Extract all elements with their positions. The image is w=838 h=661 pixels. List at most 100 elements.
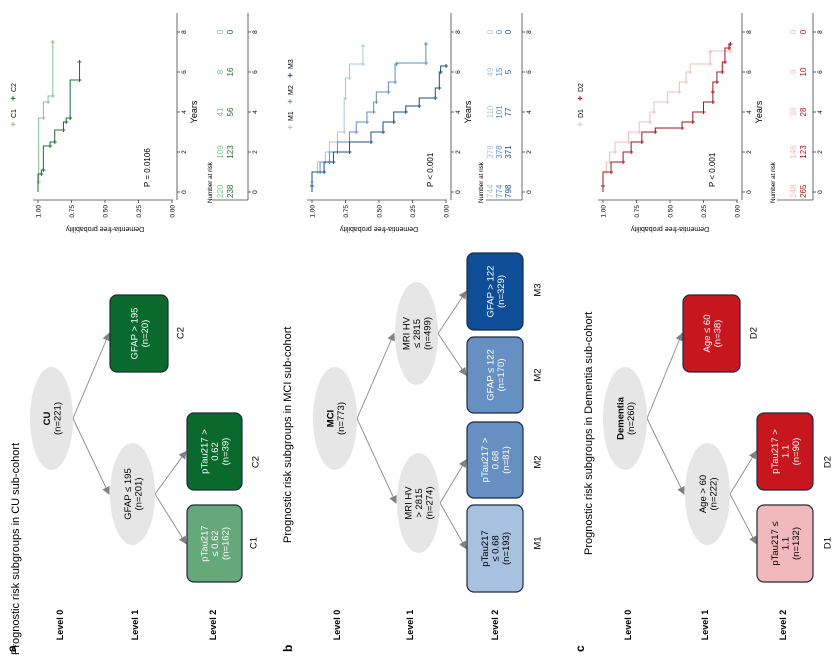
- node-text: 1.1: [781, 445, 792, 458]
- legend-entry: C2: [11, 83, 18, 92]
- node-text: MRI HV: [402, 316, 413, 350]
- node-box: [466, 336, 524, 414]
- x-tick-label: 0: [181, 190, 188, 194]
- node-text: MCI: [325, 410, 336, 427]
- risk-count: 8: [216, 69, 225, 74]
- censor-mark: [629, 150, 634, 154]
- risk-count: 77: [504, 107, 513, 116]
- censor-mark: [688, 70, 693, 74]
- risk-count: 378: [495, 145, 504, 159]
- risk-count: 378: [486, 145, 495, 159]
- risk-count: 0: [226, 29, 235, 34]
- censor-mark: [46, 100, 51, 104]
- node-box: [682, 294, 741, 373]
- p-value: P < 0.001: [426, 152, 435, 187]
- subgroup-label: M2: [533, 455, 544, 468]
- subgroup-label: D2: [823, 456, 834, 468]
- legend-entry: D1: [578, 109, 585, 118]
- level-label: Level 1: [130, 610, 140, 641]
- level-label: Level 2: [778, 610, 788, 641]
- node-ellipse: [313, 367, 357, 470]
- y-tick-label: 0.75: [634, 205, 641, 218]
- risk-count: 265: [799, 184, 808, 198]
- censor-mark: [386, 90, 391, 94]
- node-text: pTau217 >: [770, 429, 781, 474]
- legend-entry: M2: [288, 85, 295, 95]
- censor-mark: [708, 62, 713, 66]
- censor-mark: [714, 80, 719, 84]
- censor-mark: [52, 140, 57, 144]
- censor-mark: [374, 100, 379, 104]
- censor-mark: [701, 110, 706, 114]
- risk-count: 9: [789, 69, 798, 74]
- node-text: (n=81): [501, 446, 512, 474]
- tree-edge: [437, 290, 467, 334]
- panel-c: c Prognostic risk subgroups in Dementia s…: [573, 294, 834, 652]
- censor-mark: [710, 100, 715, 104]
- risk-tick-label: 0: [817, 190, 824, 194]
- node-text: Dementia: [615, 396, 626, 439]
- y-axis-label: Dementia-free probability: [339, 225, 418, 232]
- legend-marker-icon: +: [285, 125, 295, 130]
- subgroup-label: C1: [249, 537, 260, 549]
- censor-mark: [347, 150, 352, 154]
- censor-mark: [665, 100, 670, 104]
- node-text: GFAP > 195: [129, 308, 140, 360]
- node-box: [186, 412, 243, 491]
- risk-count: 101: [495, 105, 504, 119]
- censor-mark: [343, 96, 348, 100]
- risk-count: 15: [495, 67, 504, 76]
- censor-mark: [423, 42, 428, 46]
- censor-mark: [621, 160, 626, 164]
- y-tick-label: 0.25: [136, 205, 143, 218]
- level-label: Level 2: [490, 610, 500, 641]
- split-node: MRI HV ≤ 2815 (n=499): [395, 282, 438, 385]
- x-tick-label: 4: [455, 110, 462, 114]
- censor-mark: [651, 110, 656, 114]
- censor-mark: [310, 184, 314, 188]
- y-tick-label: 1.00: [35, 205, 42, 218]
- censor-mark: [368, 140, 373, 144]
- tree-edge: [154, 450, 187, 495]
- x-tick-label: 2: [455, 150, 462, 154]
- censor-mark: [637, 130, 642, 134]
- subgroup-label: M2: [533, 368, 544, 381]
- legend-marker-icon: +: [8, 122, 18, 127]
- y-tick-label: 0.25: [410, 205, 417, 218]
- legend-marker-icon: +: [285, 99, 295, 104]
- censor-mark: [438, 70, 443, 74]
- x-tick-label: 6: [455, 70, 462, 74]
- node-text: (n=221): [52, 402, 63, 435]
- p-value: P < 0.001: [708, 152, 717, 187]
- censor-mark: [684, 80, 689, 84]
- risk-count: 123: [799, 145, 808, 159]
- censor-mark: [322, 170, 327, 174]
- panel-label: c: [573, 645, 587, 652]
- censor-mark: [423, 61, 428, 65]
- risk-tick-label: 8: [817, 30, 824, 34]
- leaf-node: pTau217 ≤ 0.68 (n=193): [466, 504, 524, 593]
- x-axis-label: Years: [754, 100, 764, 123]
- risk-tick-label: 0: [252, 190, 259, 194]
- y-tick-label: 0.25: [701, 205, 708, 218]
- risk-tick-label: 2: [817, 150, 824, 154]
- risk-table-title: Number at risk: [770, 161, 777, 203]
- tree-edge: [356, 418, 397, 504]
- risk-count: 56: [226, 107, 235, 116]
- risk-count: 248: [789, 184, 798, 198]
- risk-count: 109: [216, 145, 225, 159]
- node-text: (n=132): [791, 527, 802, 560]
- censor-mark: [726, 46, 731, 50]
- node-text: pTau217: [200, 525, 211, 561]
- node-box: [186, 504, 243, 583]
- node-text: pTau217 ≤: [770, 521, 781, 565]
- y-tick-label: 0.75: [343, 205, 350, 218]
- risk-table-title: Number at risk: [207, 161, 214, 203]
- node-text: CU: [42, 412, 53, 426]
- risk-tick-label: 6: [526, 70, 533, 74]
- risk-count: 123: [226, 145, 235, 159]
- censor-mark: [601, 184, 605, 188]
- legend-marker-icon: +: [8, 96, 18, 101]
- node-text: (n=20): [140, 320, 151, 348]
